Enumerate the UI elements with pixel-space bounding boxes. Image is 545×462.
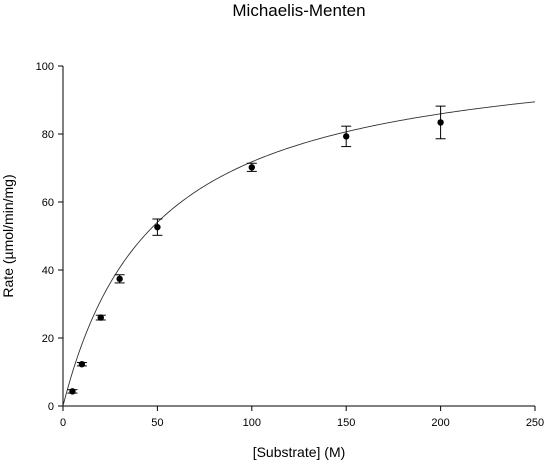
x-tick-label: 50 — [151, 417, 163, 429]
x-axis-label: [Substrate] (M) — [253, 444, 346, 460]
data-points — [69, 119, 444, 395]
y-axis-label: Rate (µmol/min/mg) — [0, 174, 16, 297]
y-tick-label: 20 — [42, 333, 54, 345]
data-point — [437, 119, 444, 126]
data-point — [69, 388, 76, 395]
fit-curve — [62, 101, 536, 407]
data-point — [78, 360, 86, 368]
data-point — [154, 223, 161, 231]
data-point — [248, 164, 255, 171]
x-tick-label: 100 — [243, 417, 261, 429]
x-tick-label: 0 — [60, 417, 66, 429]
error-bars — [67, 105, 446, 394]
y-tick-label: 60 — [42, 197, 54, 209]
y-tick-label: 100 — [36, 61, 54, 73]
data-point — [343, 133, 350, 140]
data-point — [97, 314, 104, 321]
y-tick-label: 80 — [42, 129, 54, 141]
x-tick-label: 200 — [431, 417, 449, 429]
fit-curve-layer — [62, 101, 536, 407]
x-tick-label: 250 — [526, 417, 544, 429]
x-tick-label: 150 — [337, 417, 355, 429]
chart-title: Michaelis-Menten — [232, 1, 365, 20]
y-tick-label: 40 — [42, 265, 54, 277]
y-tick-label: 0 — [48, 401, 54, 413]
data-point — [116, 275, 123, 283]
axes: 0 20 40 60 80 100 0 50 100 150 200 250 — [36, 61, 545, 429]
